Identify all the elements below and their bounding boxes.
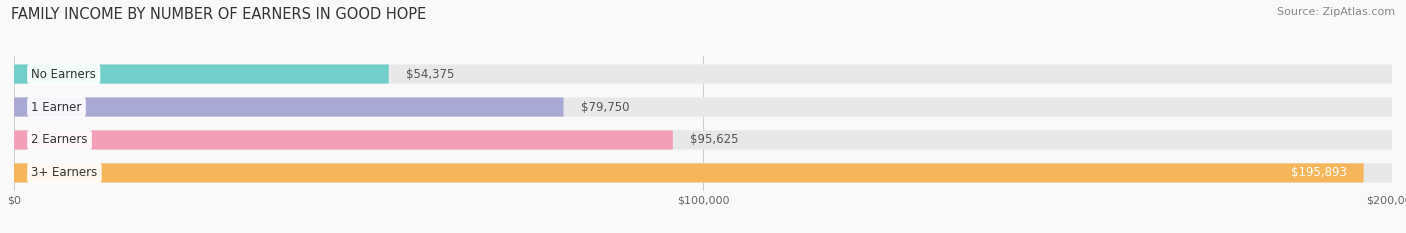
FancyBboxPatch shape	[14, 65, 388, 84]
Text: 1 Earner: 1 Earner	[31, 100, 82, 113]
Text: 2 Earners: 2 Earners	[31, 134, 87, 147]
FancyBboxPatch shape	[14, 163, 1364, 182]
Text: $195,893: $195,893	[1291, 166, 1347, 179]
Text: FAMILY INCOME BY NUMBER OF EARNERS IN GOOD HOPE: FAMILY INCOME BY NUMBER OF EARNERS IN GO…	[11, 7, 426, 22]
FancyBboxPatch shape	[14, 65, 1392, 84]
FancyBboxPatch shape	[14, 130, 1392, 150]
Text: $95,625: $95,625	[690, 134, 738, 147]
Text: $79,750: $79,750	[581, 100, 630, 113]
Text: 3+ Earners: 3+ Earners	[31, 166, 97, 179]
FancyBboxPatch shape	[14, 163, 1392, 182]
Text: $54,375: $54,375	[406, 68, 454, 81]
Text: Source: ZipAtlas.com: Source: ZipAtlas.com	[1277, 7, 1395, 17]
FancyBboxPatch shape	[14, 97, 564, 116]
FancyBboxPatch shape	[14, 130, 673, 150]
FancyBboxPatch shape	[14, 97, 1392, 116]
Text: No Earners: No Earners	[31, 68, 96, 81]
